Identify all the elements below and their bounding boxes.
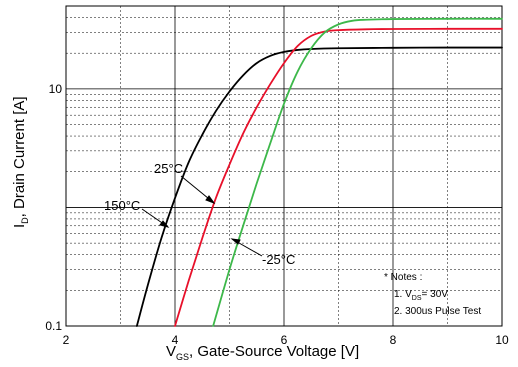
series-line-0 bbox=[135, 46, 503, 327]
notes-line1-rest: = 30V bbox=[422, 289, 449, 300]
plot-frame bbox=[65, 5, 503, 327]
annotation-pointers bbox=[141, 175, 263, 257]
x-tick-label: 6 bbox=[281, 333, 288, 347]
annotation-150c: 150°C bbox=[104, 198, 140, 213]
y-tick-label: 10 bbox=[49, 82, 63, 96]
x-axis-title-sub: GS bbox=[176, 352, 189, 362]
y-axis-title-sub: D bbox=[20, 217, 30, 224]
x-tick-label: 10 bbox=[495, 333, 509, 347]
x-tick-label: 8 bbox=[390, 333, 397, 347]
notes-line1: 1. VDS= 30V bbox=[394, 289, 448, 302]
series-line-1 bbox=[174, 27, 503, 327]
series-line-2 bbox=[212, 17, 503, 327]
notes-line1-prefix: 1. V bbox=[394, 289, 412, 300]
y-tick-label: 0.1 bbox=[45, 319, 62, 333]
notes-line2: 2. 300us Pulse Test bbox=[394, 306, 481, 317]
x-axis-title: VGS, Gate-Source Voltage [V] bbox=[166, 343, 359, 362]
annotation--25c: -25°C bbox=[262, 252, 295, 267]
y-axis-title-rest: , Drain Current [A] bbox=[11, 96, 28, 217]
notes-line1-sub: DS bbox=[412, 295, 422, 302]
grid bbox=[66, 6, 502, 326]
x-tick-label: 2 bbox=[63, 333, 70, 347]
x-axis-title-main: V bbox=[166, 343, 176, 360]
x-tick-label: 4 bbox=[172, 333, 179, 347]
notes-title: * Notes : bbox=[384, 272, 422, 283]
tick-labels: 2 4 6 8 10 0.1 10 bbox=[45, 82, 509, 347]
x-axis-title-rest: , Gate-Source Voltage [V] bbox=[189, 343, 359, 360]
curves bbox=[135, 17, 503, 327]
y-axis-title: ID, Drain Current [A] bbox=[11, 96, 30, 228]
notes-box: * Notes : 1. VDS= 30V 2. 300us Pulse Tes… bbox=[384, 272, 481, 317]
y-axis-title-main: I bbox=[11, 224, 28, 228]
annotation-25c: 25°C bbox=[154, 161, 183, 176]
